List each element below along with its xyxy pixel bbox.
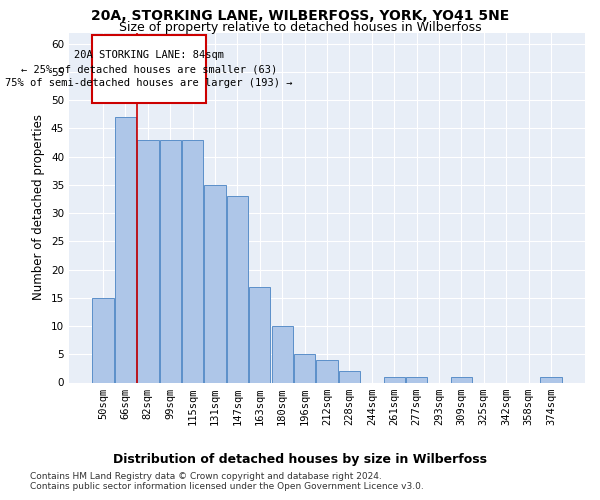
Bar (182, 140, 203, 382)
FancyBboxPatch shape (92, 36, 206, 103)
Bar (339, 371, 360, 382)
Text: 20A STORKING LANE: 84sqm
← 25% of detached houses are smaller (63)
75% of semi-d: 20A STORKING LANE: 84sqm ← 25% of detach… (5, 50, 293, 88)
Bar (272, 326, 293, 382)
Bar (383, 377, 405, 382)
Bar (451, 377, 472, 382)
Bar (540, 377, 562, 382)
Bar (115, 117, 136, 382)
Bar (249, 286, 271, 382)
Y-axis label: Number of detached properties: Number of detached properties (32, 114, 46, 300)
Text: 20A, STORKING LANE, WILBERFOSS, YORK, YO41 5NE: 20A, STORKING LANE, WILBERFOSS, YORK, YO… (91, 9, 509, 23)
Bar (316, 360, 338, 382)
Bar (160, 140, 181, 382)
Bar (137, 140, 158, 382)
Bar (406, 377, 427, 382)
Text: Contains public sector information licensed under the Open Government Licence v3: Contains public sector information licen… (30, 482, 424, 491)
Text: Distribution of detached houses by size in Wilberfoss: Distribution of detached houses by size … (113, 452, 487, 466)
Bar (294, 354, 315, 382)
Text: Size of property relative to detached houses in Wilberfoss: Size of property relative to detached ho… (119, 21, 481, 34)
Bar (92, 298, 114, 382)
Text: Contains HM Land Registry data © Crown copyright and database right 2024.: Contains HM Land Registry data © Crown c… (30, 472, 382, 481)
Bar (227, 196, 248, 382)
Bar (205, 185, 226, 382)
